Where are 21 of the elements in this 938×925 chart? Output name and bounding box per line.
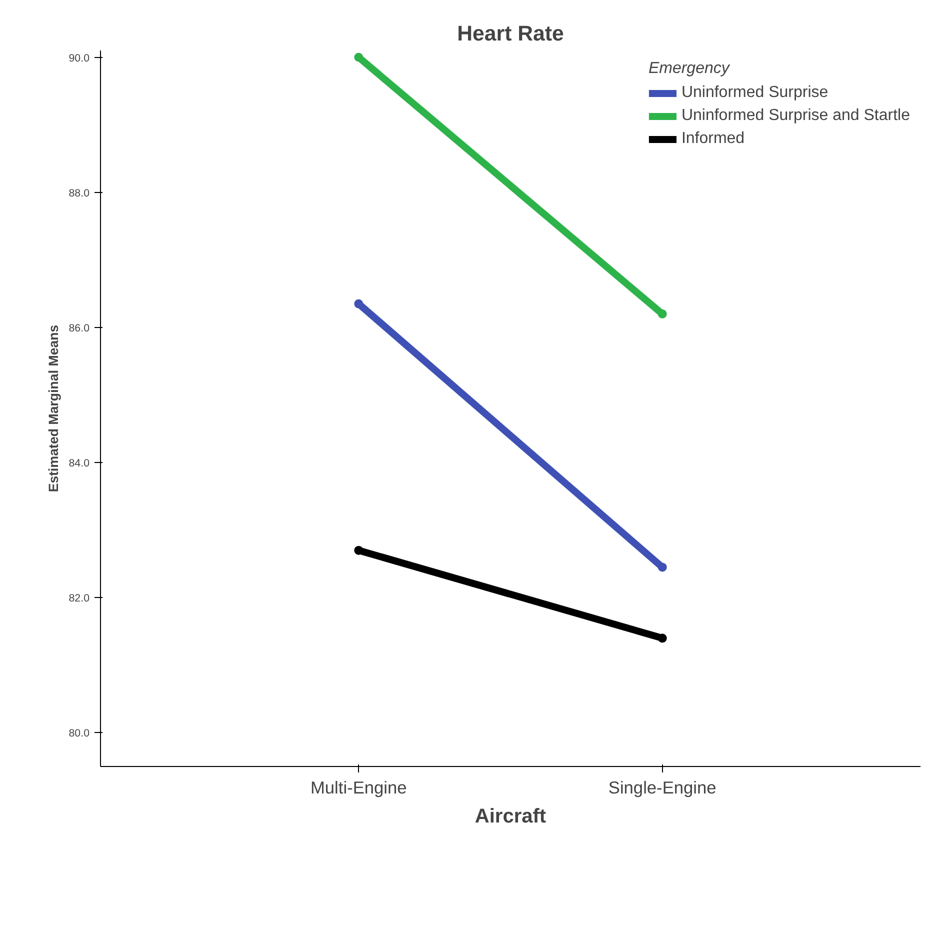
legend-label: Uninformed Surprise [681, 84, 828, 102]
x-tick-label: Multi-Engine [310, 778, 407, 798]
y-tick-label: 86.0 [68, 322, 90, 334]
x-axis-title: Aircraft [474, 806, 546, 828]
y-tick-label: 84.0 [68, 458, 90, 470]
point [354, 546, 364, 555]
legend-label: Uninformed Surprise and Startle [681, 107, 910, 125]
legend-label: Informed [681, 130, 745, 148]
x-tick-label: Single-Engine [608, 778, 716, 798]
chart-title: Heart Rate [457, 22, 564, 46]
point [354, 299, 364, 308]
y-tick-label: 80.0 [68, 728, 90, 740]
point [658, 634, 667, 643]
y-tick-label: 90.0 [68, 52, 90, 64]
point [658, 309, 667, 318]
y-tick-label: 88.0 [68, 187, 90, 200]
point [354, 52, 364, 62]
point [658, 562, 667, 572]
legend-title: Emergency [648, 60, 731, 78]
y-axis-title: Estimated Marginal Means [46, 324, 61, 492]
y-tick-label: 82.0 [68, 592, 90, 605]
